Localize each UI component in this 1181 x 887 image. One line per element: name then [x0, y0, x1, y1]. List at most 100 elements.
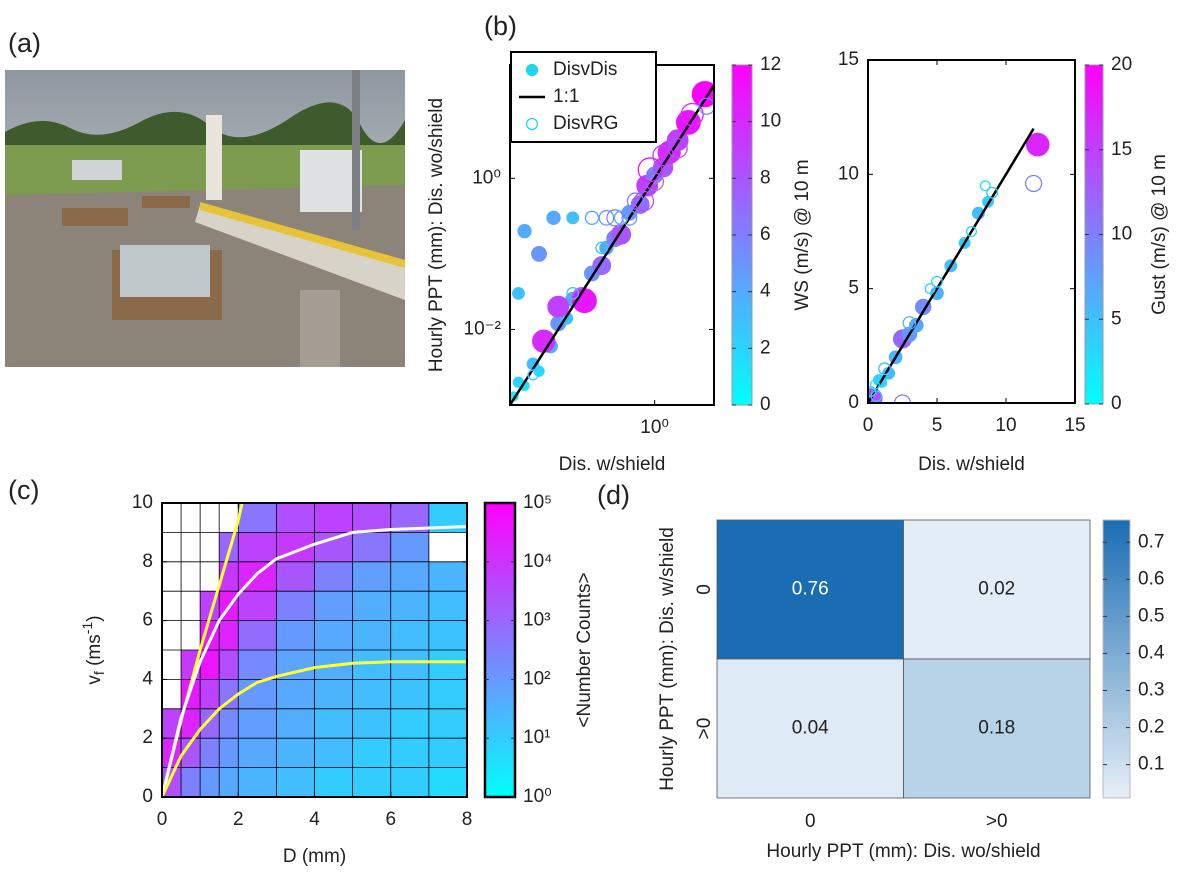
- point: [667, 138, 688, 159]
- x-axis-label: D (mm): [283, 846, 346, 867]
- cell: [238, 708, 277, 739]
- cell: [276, 620, 315, 650]
- axes-box: [867, 59, 1076, 404]
- point: [566, 211, 580, 225]
- panel-label: (c): [8, 475, 39, 505]
- cell: [903, 658, 1091, 799]
- cell: [314, 738, 353, 768]
- point: [986, 186, 999, 199]
- colorbar-tick-label: 10: [1111, 224, 1132, 245]
- colorbar: [483, 501, 517, 799]
- legend-symbol: [525, 63, 539, 77]
- point: [547, 295, 570, 318]
- cell: [352, 591, 391, 621]
- point: [584, 210, 600, 225]
- point: [893, 394, 912, 403]
- photo-pallet: [142, 196, 190, 208]
- y-axis-label-part: f: [91, 671, 107, 675]
- colorbar-tick-label: 15: [1111, 139, 1132, 160]
- y-axis-label: Hourly PPT (mm): Dis. w/shield: [657, 527, 678, 791]
- y-tick-label: 15: [838, 49, 859, 70]
- cell: [428, 767, 467, 797]
- photo-rail-stripe: [200, 202, 405, 268]
- point: [546, 210, 561, 225]
- colorbar-tick-label: 20: [1111, 54, 1132, 75]
- x-tick-label: 6: [385, 809, 396, 830]
- cell: [352, 738, 391, 768]
- cell: [276, 561, 315, 592]
- cell: [428, 679, 467, 709]
- photo-sensor: [72, 160, 122, 180]
- cell: [219, 650, 239, 680]
- cell: [352, 532, 391, 562]
- panel-label: (b): [484, 11, 517, 41]
- plot-area: [868, 60, 1075, 403]
- cell: [390, 561, 429, 592]
- point: [621, 209, 638, 226]
- legend-symbol: [525, 117, 539, 131]
- y-tick-label: 2: [142, 727, 153, 748]
- y-tick-label: 4: [142, 668, 153, 689]
- x-axis-label: Dis. w/shield: [559, 454, 666, 475]
- cell: [219, 767, 239, 797]
- cell: [390, 650, 429, 680]
- point: [652, 144, 675, 167]
- colorbar-tick-label: 0.2: [1138, 717, 1164, 738]
- legend-label: 1:1: [553, 86, 579, 107]
- x-tick-label: 5: [932, 415, 943, 436]
- y-tick-label: >0: [694, 718, 715, 740]
- cell: [276, 679, 315, 709]
- cell: [390, 591, 429, 621]
- cell: [390, 679, 429, 709]
- y-tick-label: 10⁰: [472, 167, 501, 188]
- colorbar: [1102, 519, 1131, 799]
- cell: [390, 767, 429, 797]
- point: [902, 316, 917, 330]
- legend-label: DisvRG: [553, 113, 618, 134]
- cell: [428, 708, 467, 739]
- photo-trees: [5, 102, 405, 150]
- photo-gauge: [206, 115, 222, 200]
- cell: [200, 650, 220, 680]
- x-tick-label: 8: [462, 809, 473, 830]
- point: [531, 245, 547, 262]
- y-tick-label: 10⁻²: [464, 318, 502, 339]
- cell: [428, 620, 467, 650]
- cell: [428, 650, 467, 680]
- y-axis-label-part: v: [84, 675, 105, 685]
- colorbar-tick-label: 10⁵: [523, 492, 552, 513]
- cell: [181, 767, 201, 797]
- y-axis-label: Hourly PPT (mm): Dis. wo/shield: [426, 98, 447, 372]
- point: [613, 210, 629, 225]
- point: [691, 81, 714, 108]
- colorbar-tick-label: 10: [760, 111, 781, 132]
- point: [517, 223, 532, 239]
- colorbar-label: Gust (m/s) @ 10 m: [1149, 154, 1170, 315]
- colorbar-tick-label: 0.6: [1138, 568, 1164, 589]
- colorbar-tick-label: 5: [1111, 308, 1122, 329]
- y-tick-label: 5: [848, 278, 859, 299]
- x-tick-label: 2: [233, 809, 244, 830]
- y-tick-label: 0: [848, 392, 859, 413]
- cell: [390, 708, 429, 739]
- cell: [200, 767, 220, 797]
- panel-label: (d): [597, 480, 630, 510]
- cell: [219, 708, 239, 739]
- point: [637, 157, 663, 183]
- cell: [314, 767, 353, 797]
- legend-label: DisvDis: [553, 59, 617, 80]
- photo-pier: [300, 290, 340, 367]
- cell: [200, 738, 220, 768]
- cell: [238, 503, 277, 533]
- cell: [314, 708, 353, 739]
- cell: [238, 650, 277, 680]
- point: [527, 369, 539, 381]
- cell: [390, 532, 429, 562]
- point: [924, 283, 936, 295]
- colorbar-tick-label: 0.1: [1138, 754, 1164, 775]
- point: [566, 286, 580, 300]
- point: [512, 286, 525, 300]
- cell: [314, 620, 353, 650]
- colorbar-tick-label: 0.3: [1138, 680, 1164, 701]
